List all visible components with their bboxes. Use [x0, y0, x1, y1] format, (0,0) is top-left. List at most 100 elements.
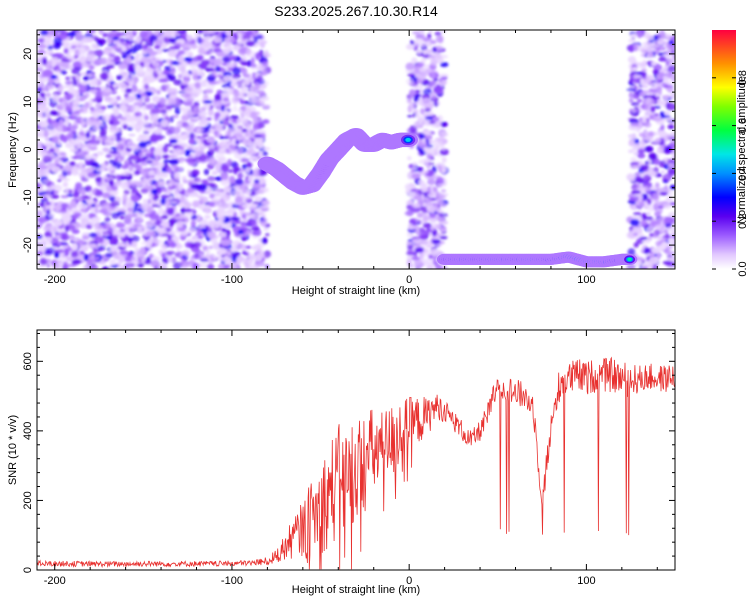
noise-speckle — [669, 40, 674, 45]
noise-speckle — [146, 122, 156, 130]
noise-speckle — [662, 203, 672, 209]
noise-speckle — [663, 75, 669, 82]
noise-speckle — [39, 258, 48, 266]
noise-speckle — [117, 157, 123, 163]
noise-speckle — [654, 137, 662, 143]
noise-speckle — [250, 213, 260, 220]
noise-speckle — [112, 30, 117, 34]
noise-speckle — [644, 160, 650, 165]
noise-speckle — [240, 61, 250, 66]
noise-speckle — [261, 96, 270, 101]
noise-speckle — [633, 172, 642, 179]
noise-speckle — [665, 233, 670, 240]
noise-speckle — [165, 167, 173, 174]
noise-speckle — [74, 32, 83, 41]
noise-speckle — [668, 57, 675, 65]
noise-speckle — [154, 39, 163, 47]
noise-speckle — [629, 118, 639, 124]
noise-speckle — [209, 157, 216, 166]
noise-speckle — [416, 212, 423, 219]
noise-speckle — [662, 260, 673, 265]
noise-speckle — [208, 80, 219, 85]
noise-speckle — [420, 108, 425, 115]
noise-speckle — [153, 30, 160, 36]
noise-speckle — [90, 253, 95, 260]
noise-speckle — [46, 151, 54, 157]
noise-speckle — [416, 62, 424, 68]
noise-speckle — [61, 214, 72, 223]
noise-speckle — [235, 178, 244, 186]
noise-speckle — [40, 30, 49, 36]
noise-speckle — [221, 256, 231, 263]
noise-speckle — [244, 262, 250, 269]
noise-speckle — [424, 107, 432, 113]
noise-speckle — [663, 217, 673, 224]
noise-speckle — [227, 46, 234, 50]
noise-speckle — [635, 109, 640, 113]
noise-speckle — [419, 184, 428, 192]
noise-speckle — [656, 235, 663, 240]
noise-speckle — [260, 205, 270, 210]
noise-speckle — [232, 67, 241, 76]
noise-speckle — [70, 45, 77, 50]
noise-speckle — [416, 124, 424, 129]
noise-speckle — [206, 117, 212, 121]
noise-speckle — [168, 219, 175, 227]
noise-speckle — [42, 196, 48, 201]
noise-speckle — [54, 204, 62, 212]
noise-speckle — [50, 56, 59, 64]
noise-speckle — [406, 244, 414, 250]
noise-speckle — [120, 250, 127, 255]
noise-speckle — [125, 77, 132, 82]
noise-speckle — [223, 221, 232, 229]
noise-speckle — [441, 156, 447, 163]
noise-speckle — [667, 87, 675, 94]
noise-speckle — [177, 55, 185, 64]
noise-speckle — [63, 101, 74, 109]
noise-speckle — [37, 64, 43, 69]
noise-speckle — [128, 154, 139, 160]
noise-speckle — [169, 45, 177, 50]
noise-speckle — [67, 64, 74, 71]
noise-speckle — [229, 175, 236, 184]
noise-speckle — [642, 239, 651, 244]
noise-speckle — [638, 232, 644, 238]
noise-speckle — [144, 69, 154, 77]
noise-speckle — [181, 80, 189, 86]
noise-speckle — [134, 123, 144, 131]
noise-speckle — [436, 198, 444, 205]
noise-speckle — [660, 170, 666, 174]
noise-speckle — [256, 34, 263, 40]
noise-speckle — [177, 73, 183, 80]
noise-speckle — [242, 188, 247, 194]
noise-speckle — [260, 71, 268, 76]
noise-speckle — [241, 105, 247, 112]
noise-speckle — [112, 235, 119, 240]
noise-speckle — [645, 80, 652, 85]
noise-speckle — [145, 140, 152, 145]
noise-speckle — [102, 113, 111, 122]
noise-speckle — [203, 100, 213, 104]
noise-speckle — [236, 255, 245, 263]
noise-speckle — [144, 150, 150, 154]
noise-speckle — [78, 161, 84, 166]
noise-speckle — [62, 261, 69, 265]
noise-speckle — [85, 186, 92, 190]
noise-speckle — [131, 85, 138, 92]
noise-speckle — [41, 86, 47, 93]
noise-speckle — [414, 37, 423, 45]
noise-speckle — [72, 78, 78, 87]
noise-speckle — [154, 219, 161, 227]
noise-speckle — [632, 146, 639, 151]
noise-speckle — [173, 79, 183, 86]
noise-speckle — [120, 117, 127, 121]
noise-speckle — [654, 224, 663, 230]
noise-speckle — [671, 92, 675, 100]
noise-speckle — [87, 118, 98, 126]
noise-speckle — [80, 207, 87, 213]
noise-speckle — [142, 133, 151, 141]
noise-speckle — [216, 57, 223, 66]
noise-speckle — [641, 45, 651, 53]
noise-speckle — [134, 218, 139, 225]
noise-speckle — [109, 129, 117, 134]
